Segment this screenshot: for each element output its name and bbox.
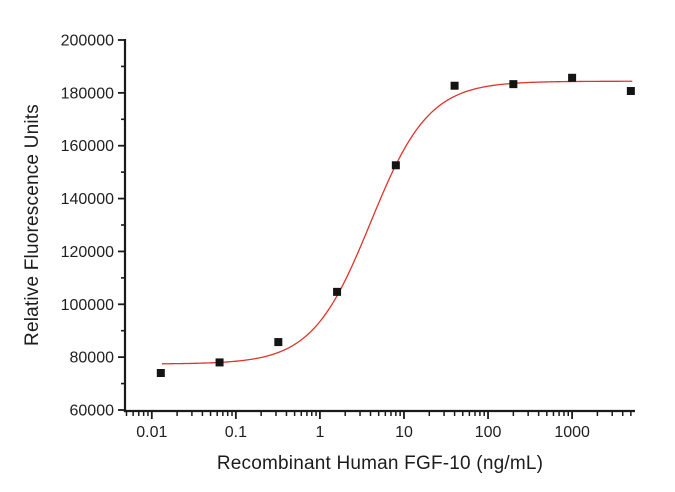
data-point-marker	[215, 358, 224, 367]
x-tick-label: 1	[315, 424, 324, 441]
data-point-marker	[626, 87, 635, 96]
x-tick-label: 0.1	[225, 424, 247, 441]
data-point-marker	[274, 338, 283, 347]
fit-curve-line	[161, 80, 633, 365]
data-point-marker	[156, 369, 165, 377]
y-tick-label: 60000	[70, 403, 115, 420]
x-tick-label: 1000	[554, 424, 590, 441]
y-tick-label: 80000	[70, 350, 115, 367]
x-tick-label: 0.01	[136, 424, 167, 441]
y-tick-label: 200000	[61, 33, 114, 50]
data-point-marker	[509, 80, 518, 89]
y-tick-label: 120000	[61, 244, 114, 261]
y-tick-label: 180000	[61, 85, 114, 102]
x-tick-label: 10	[395, 424, 413, 441]
y-tick-label: 100000	[61, 297, 114, 314]
y-tick-label: 160000	[61, 138, 114, 155]
y-tick-label: 140000	[61, 191, 114, 208]
x-axis-title: Recombinant Human FGF-10 (ng/mL)	[216, 453, 544, 474]
x-tick-label: 100	[475, 424, 502, 441]
y-axis-title: Relative Fluorescence Units	[22, 104, 43, 346]
data-point-marker	[333, 287, 342, 296]
data-point-marker	[450, 81, 459, 90]
data-point-marker	[568, 73, 577, 82]
data-point-marker	[391, 161, 400, 170]
